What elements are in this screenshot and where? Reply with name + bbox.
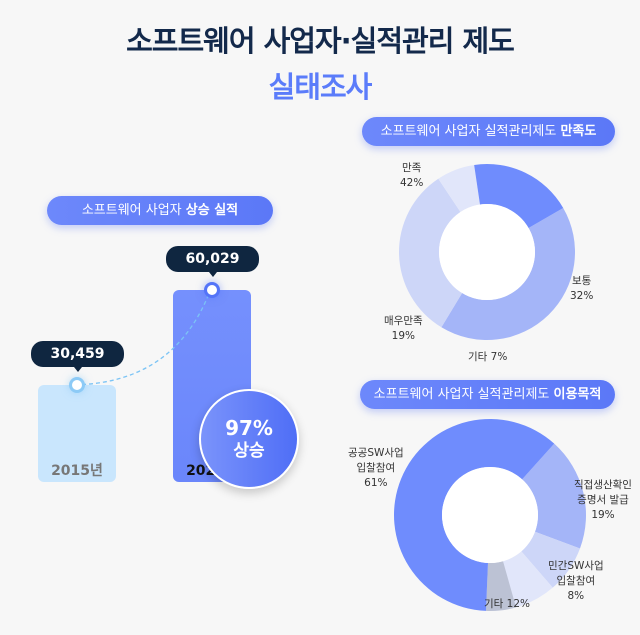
growth-percent: 97% bbox=[225, 416, 273, 440]
donut-slice-2-tail bbox=[485, 561, 517, 611]
page-title: 소프트웨어 사업자·실적관리 제도 bbox=[126, 24, 515, 58]
purpose-header-bold: 이용목적 bbox=[553, 387, 602, 402]
label-gita2: 기타 12% bbox=[484, 597, 530, 612]
marker-2025 bbox=[207, 285, 217, 295]
donut-slice-3 bbox=[474, 164, 564, 228]
label-line: 입찰참여 bbox=[356, 462, 396, 474]
growth-label: 상승 bbox=[233, 441, 265, 461]
label-line: 직접생산확인 bbox=[574, 479, 632, 491]
label-botong: 보통 32% bbox=[570, 274, 593, 304]
donut-hole bbox=[442, 467, 538, 563]
label-value: 7% bbox=[490, 351, 508, 363]
label-value: 32% bbox=[570, 290, 594, 302]
value-callout-2025: 60,029 bbox=[166, 246, 259, 277]
label-value: 19% bbox=[591, 509, 615, 521]
label-value: 42% bbox=[400, 177, 424, 189]
label-line: 입찰참여 bbox=[556, 575, 596, 587]
growth-header-bold: 상승 실적 bbox=[185, 203, 239, 218]
donut-slice-2 bbox=[438, 164, 480, 213]
donut-slice-3 bbox=[393, 418, 555, 611]
donut-slice-1 bbox=[399, 178, 463, 328]
label-value: 12% bbox=[506, 598, 531, 610]
label-name: 매우만족 bbox=[384, 315, 423, 327]
label-value: 8% bbox=[567, 590, 585, 602]
label-name: 보통 bbox=[572, 275, 592, 287]
purpose-header: 소프트웨어 사업자 실적관리제도 이용목적 bbox=[360, 380, 615, 409]
growth-header: 소프트웨어 사업자 상승 실적 bbox=[47, 196, 273, 225]
marker-2015 bbox=[72, 379, 82, 390]
label-gita: 기타 7% bbox=[468, 350, 507, 365]
satisfaction-header-bold: 만족도 bbox=[560, 124, 597, 139]
page-subtitle: 실태조사 bbox=[268, 70, 373, 104]
label-line: 민간SW사업 bbox=[548, 560, 604, 572]
label-name: 기타 bbox=[484, 598, 504, 610]
growth-header-prefix: 소프트웨어 사업자 bbox=[81, 203, 186, 218]
donut-hole bbox=[439, 204, 535, 300]
satisfaction-header: 소프트웨어 사업자 실적관리제도 만족도 bbox=[362, 117, 615, 146]
donut-slice-1 bbox=[521, 531, 580, 588]
donut-slice-0 bbox=[522, 443, 586, 549]
label-maeumanjok: 매우만족 19% bbox=[384, 314, 423, 344]
label-manjok: 만족 42% bbox=[400, 161, 423, 191]
satisfaction-header-prefix: 소프트웨어 사업자 실적관리제도 bbox=[380, 124, 561, 139]
purpose-header-prefix: 소프트웨어 사업자 실적관리제도 bbox=[373, 387, 554, 402]
value-callout-2015: 30,459 bbox=[31, 340, 124, 372]
label-value: 19% bbox=[391, 330, 415, 342]
label-value: 61% bbox=[364, 477, 388, 489]
label-name: 만족 bbox=[402, 162, 422, 174]
label-line: 공공SW사업 bbox=[348, 447, 404, 459]
bar-2015 bbox=[38, 384, 116, 482]
growth-badge: 97% 상승 bbox=[199, 389, 299, 489]
label-name: 기타 bbox=[468, 351, 488, 363]
donut-slice-0 bbox=[441, 208, 575, 340]
year-label-2015: 2015년 bbox=[51, 463, 103, 479]
trend-dashed-line bbox=[81, 295, 209, 386]
label-line: 증명서 발급 bbox=[577, 494, 629, 506]
